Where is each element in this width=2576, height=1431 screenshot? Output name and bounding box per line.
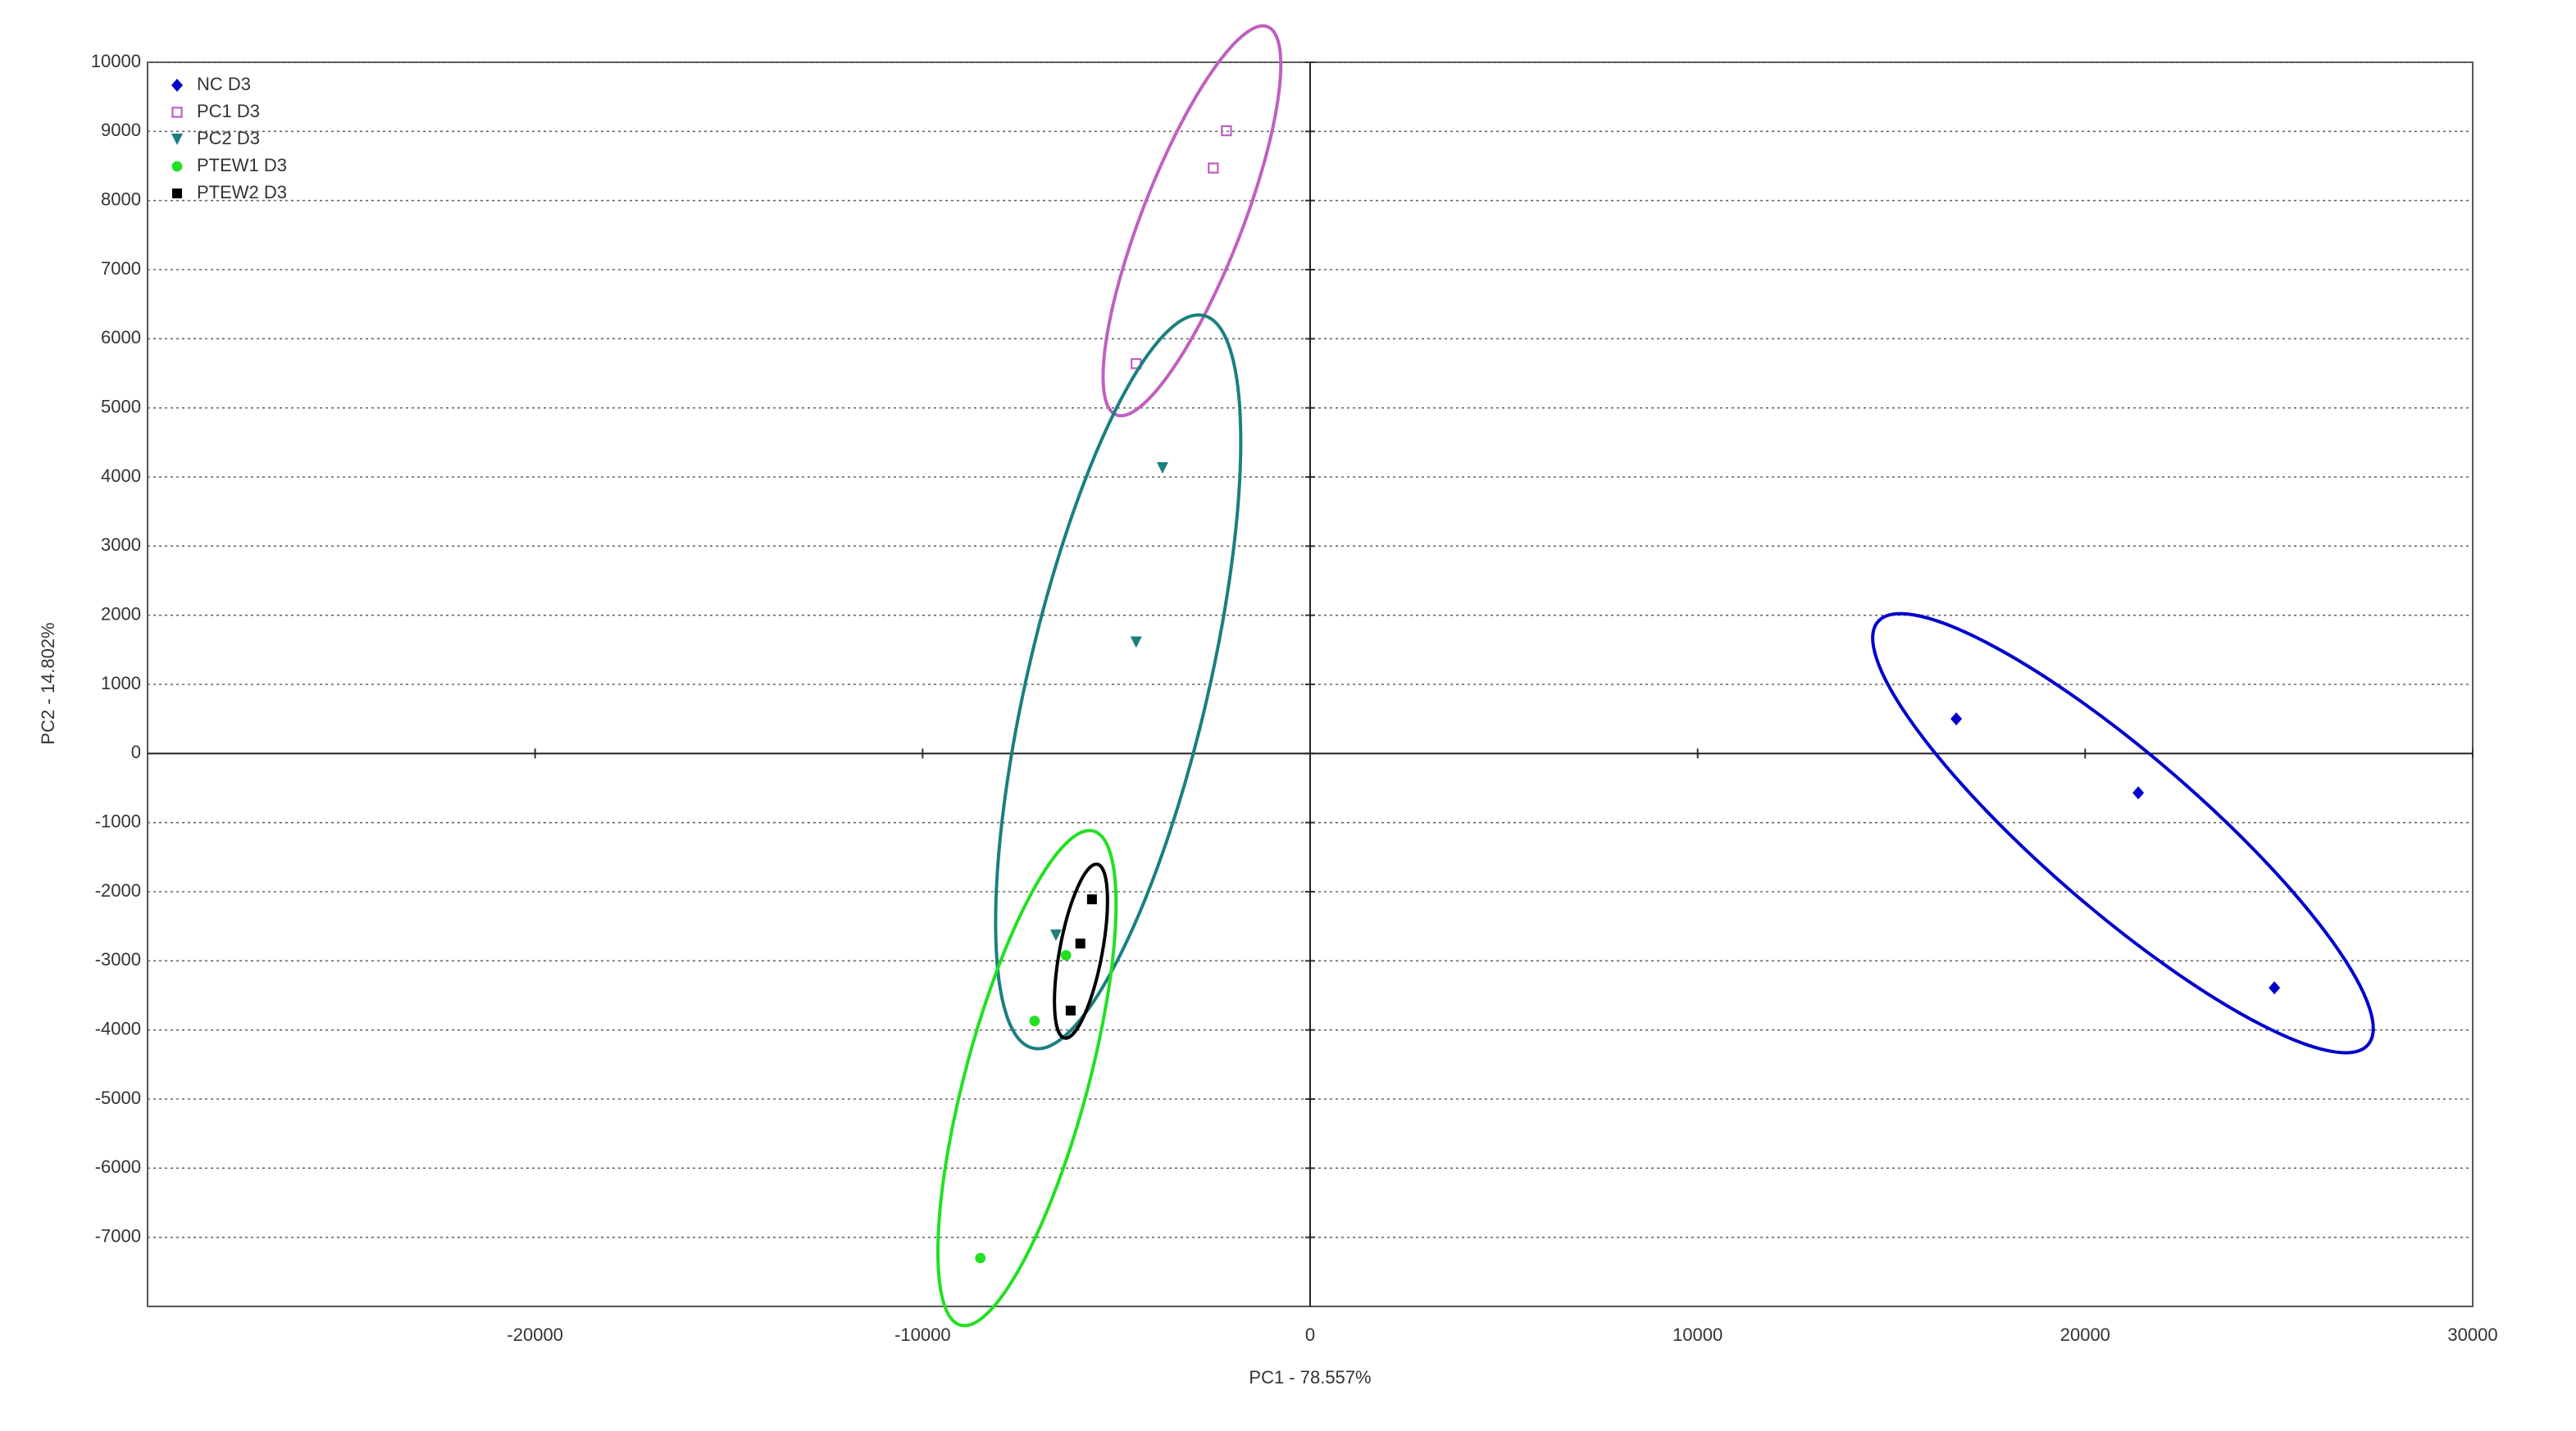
x-tick-label: 0: [1305, 1324, 1315, 1345]
point: [1029, 1015, 1040, 1027]
group-ellipse: [1053, 862, 1109, 1040]
legend-marker: [171, 161, 183, 172]
point: [1156, 462, 1168, 475]
x-tick-label: 30000: [2447, 1324, 2497, 1345]
y-tick-label: -3000: [95, 949, 141, 970]
point: [1075, 938, 1085, 949]
point: [975, 1252, 986, 1264]
y-tick-label: 0: [131, 742, 141, 762]
y-tick-label: 7000: [101, 258, 141, 279]
x-tick-label: 20000: [2060, 1324, 2110, 1345]
x-tick-label: 10000: [1673, 1324, 1723, 1345]
group-ellipse: [936, 829, 1118, 1328]
y-tick-label: -5000: [95, 1088, 141, 1108]
legend-label: NC D3: [197, 74, 251, 94]
y-tick-label: 1000: [101, 673, 141, 693]
y-tick-label: 10000: [91, 51, 141, 71]
legend-marker: [171, 107, 183, 118]
y-tick-label: -6000: [95, 1156, 141, 1177]
point: [2269, 981, 2281, 995]
x-tick-label: -10000: [894, 1324, 951, 1345]
y-tick-label: 6000: [101, 327, 141, 348]
point: [2132, 786, 2145, 800]
y-axis-label: PC2 - 14.802%: [38, 622, 58, 744]
y-tick-label: 5000: [101, 396, 141, 416]
y-tick-label: -2000: [95, 880, 141, 901]
legend-label: PTEW2 D3: [197, 182, 287, 202]
group-ellipse: [1871, 611, 2375, 1055]
point: [1208, 162, 1219, 174]
y-tick-label: 3000: [101, 534, 141, 555]
y-tick-label: 8000: [101, 189, 141, 209]
point: [1049, 929, 1062, 942]
legend-marker: [171, 79, 183, 92]
group-ellipse: [1101, 24, 1283, 418]
point: [1086, 894, 1097, 905]
group-ellipse: [994, 313, 1243, 1051]
point: [1060, 950, 1072, 961]
x-tick-label: -20000: [507, 1324, 563, 1345]
point: [1950, 712, 1963, 726]
point: [1065, 1006, 1076, 1016]
legend-marker: [172, 189, 182, 198]
x-axis-label: PC1 - 78.557%: [1249, 1367, 1371, 1388]
y-tick-label: 9000: [101, 120, 141, 140]
legend-label: PC2 D3: [197, 128, 260, 148]
y-tick-label: -1000: [95, 811, 141, 831]
y-tick-label: 2000: [101, 603, 141, 624]
y-tick-label: 4000: [101, 466, 141, 486]
point: [1130, 636, 1142, 648]
y-tick-label: -4000: [95, 1018, 141, 1038]
legend-marker: [171, 134, 183, 145]
legend-label: PTEW1 D3: [197, 155, 287, 175]
point: [1221, 125, 1232, 137]
legend-label: PC1 D3: [197, 101, 260, 121]
y-tick-label: -7000: [95, 1225, 141, 1246]
